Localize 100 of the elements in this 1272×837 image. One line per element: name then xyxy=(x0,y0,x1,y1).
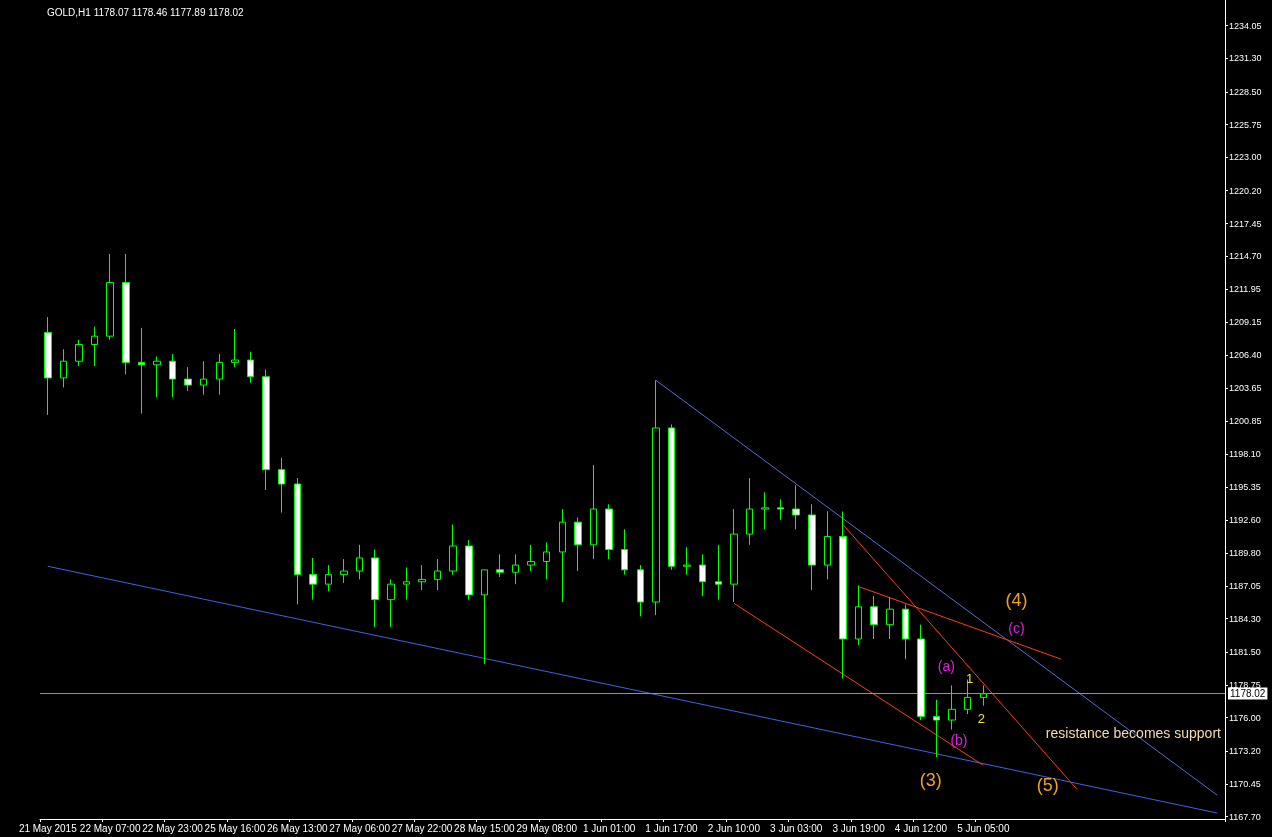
candlestick xyxy=(309,557,317,601)
y-tick-label: 1225.75 xyxy=(1229,119,1262,130)
candlestick xyxy=(683,546,691,576)
x-tick-label: 27 May 06:00 xyxy=(329,822,391,834)
x-tick-label: 27 May 22:00 xyxy=(391,822,453,834)
candlestick xyxy=(294,477,301,605)
annotation: (a) xyxy=(937,658,955,674)
candlestick xyxy=(839,510,847,679)
y-tick-label: 1187.05 xyxy=(1229,580,1261,591)
y-tick-label: 1228.50 xyxy=(1229,86,1262,97)
candlestick xyxy=(870,595,878,640)
y-tick-label: 1178.75 xyxy=(1229,679,1261,690)
y-tick-label: 1223.00 xyxy=(1229,152,1262,163)
candlestick xyxy=(122,253,130,375)
candlestick xyxy=(262,369,270,491)
text: GOLD,H1 1178.07 1178.46 1177.89 1178.02 xyxy=(47,6,245,18)
candlestick xyxy=(668,423,675,571)
y-tick-label: 1211.95 xyxy=(1229,284,1261,295)
candlestick xyxy=(340,558,348,584)
candlestick xyxy=(824,510,831,580)
annotation: (5) xyxy=(1036,775,1059,795)
y-tick-label: 1167.70 xyxy=(1229,811,1261,822)
candlestick xyxy=(808,503,816,591)
candlestick xyxy=(590,464,597,560)
candlestick xyxy=(138,327,145,415)
candlestick xyxy=(106,253,114,341)
x-tick-label: 4 Jun 12:00 xyxy=(894,822,948,834)
x-tick-label: 22 May 07:00 xyxy=(79,822,141,834)
candlestick xyxy=(75,339,83,367)
y-tick-label: 1198.10 xyxy=(1229,449,1261,460)
y-tick-label: 1184.30 xyxy=(1229,613,1261,624)
candlestick xyxy=(605,503,613,560)
y-tick-label: 1200.85 xyxy=(1229,416,1262,427)
candlestick xyxy=(543,541,550,580)
candlestick xyxy=(792,484,800,530)
candlestick xyxy=(449,524,457,576)
annotation: (3) xyxy=(919,770,942,790)
candlestick xyxy=(512,553,519,585)
x-tick-label: 1 Jun 17:00 xyxy=(645,822,699,834)
x-tick-label: 3 Jun 03:00 xyxy=(770,822,823,834)
candlestick xyxy=(948,684,956,731)
candlestick xyxy=(403,566,410,601)
y-tick-label: 1220.20 xyxy=(1229,185,1262,196)
annotation: (c) xyxy=(1008,620,1025,636)
candlestick xyxy=(371,549,379,628)
x-tick-label: 21 May 2015 xyxy=(18,822,78,834)
y-tick-label: 1206.40 xyxy=(1229,350,1262,361)
y-tick-label: 1192.60 xyxy=(1229,514,1261,525)
candlestick xyxy=(715,544,722,601)
candlestick xyxy=(184,366,192,392)
y-tick-label: 1176.00 xyxy=(1229,712,1261,723)
y-tick-label: 1217.45 xyxy=(1229,218,1262,229)
y-tick-label: 1195.35 xyxy=(1229,481,1261,492)
y-tick-label: 1214.70 xyxy=(1229,251,1262,262)
y-tick-label: 1181.50 xyxy=(1229,647,1261,658)
annotation: (b) xyxy=(950,732,968,748)
candlestick xyxy=(44,316,52,416)
candlestick xyxy=(574,516,582,572)
x-tick-label: 1 Jun 01:00 xyxy=(582,822,636,834)
candlestick xyxy=(418,564,426,591)
y-tick-label: 1209.15 xyxy=(1229,317,1262,328)
x-tick-label: 2 Jun 10:00 xyxy=(707,822,761,834)
candlestick xyxy=(902,603,909,660)
candlestick xyxy=(200,360,207,396)
candlestick xyxy=(637,564,644,617)
candlestick xyxy=(325,564,332,592)
candlestick xyxy=(621,528,628,576)
candlestick xyxy=(481,569,488,665)
x-tick-label: 25 May 16:00 xyxy=(204,822,266,834)
candlestick xyxy=(216,353,223,396)
x-tick-label: 26 May 13:00 xyxy=(266,822,328,834)
x-tick-label: 29 May 08:00 xyxy=(516,822,578,834)
y-tick-label: 1170.45 xyxy=(1229,778,1261,789)
candlestick xyxy=(652,379,660,616)
candlestick xyxy=(933,699,940,758)
candlestick xyxy=(699,553,706,597)
candlestick xyxy=(559,508,566,603)
candlestick xyxy=(527,544,535,572)
candlestick xyxy=(278,457,285,514)
candlestick xyxy=(356,544,363,580)
x-tick-label: 5 Jun 05:00 xyxy=(957,822,1010,834)
candlestick xyxy=(60,348,67,388)
candlestick xyxy=(434,558,441,591)
annotation: 1 xyxy=(966,670,974,686)
candlestick xyxy=(91,326,98,367)
candlestick xyxy=(886,596,894,640)
candlestick xyxy=(387,578,395,628)
y-tick-label: 1203.65 xyxy=(1229,383,1262,394)
x-tick-label: 22 May 23:00 xyxy=(142,822,204,834)
x-tick-label: 28 May 15:00 xyxy=(454,822,516,834)
candlestick xyxy=(746,477,753,546)
candlestick xyxy=(980,684,987,707)
candlestick xyxy=(231,328,239,368)
candlestick xyxy=(153,355,161,398)
candlestick xyxy=(496,553,504,578)
annotation: 2 xyxy=(977,710,985,726)
candlestick xyxy=(247,351,254,384)
y-tick-label: 1173.20 xyxy=(1229,746,1261,757)
ref-line-label: 1178.02 xyxy=(1230,688,1266,700)
y-tick-label: 1234.05 xyxy=(1229,20,1262,31)
